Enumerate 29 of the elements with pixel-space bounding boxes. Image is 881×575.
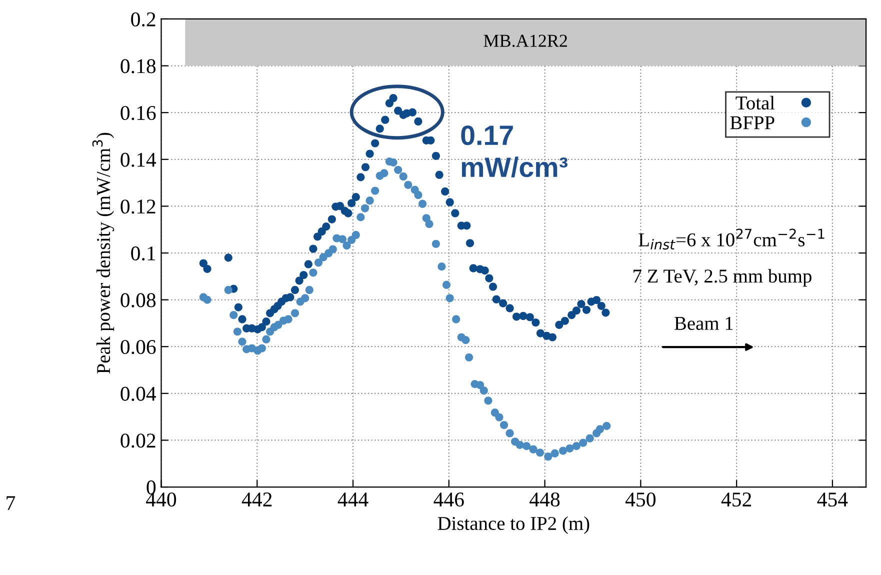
y-tick-label: 0.02 <box>120 434 156 448</box>
annotation: L$_{inst}$=6 x 10$^{27}$cm$^{−2}$s$^{−1}$ <box>638 228 824 250</box>
y-tick-label: 0.06 <box>120 340 156 354</box>
y-tick-label: 0.12 <box>120 200 156 214</box>
text: 7 <box>6 496 16 510</box>
x-tick-label: 452 <box>721 492 752 507</box>
y-axis-title: Peak power density (mW/cm$^{3}$) <box>92 132 114 374</box>
y-tick-label: 0.2 <box>131 12 156 26</box>
x-tick-label: 440 <box>146 492 176 507</box>
y-tick-label: 0.04 <box>120 386 156 401</box>
y-tick-label: 0.1 <box>131 246 156 261</box>
x-axis-title: Distance to IP2 (m) <box>438 516 590 534</box>
y-tick-label: 0.16 <box>120 106 156 120</box>
x-tick-label: 442 <box>242 492 272 506</box>
legend-label: Total <box>736 96 775 110</box>
legend-label: BFPP <box>730 116 774 130</box>
x-tick-label: 454 <box>817 492 848 507</box>
y-tick-label: 0.08 <box>120 293 156 308</box>
y-tick-label: 0 <box>146 480 156 494</box>
annotation: 7 Z TeV, 2.5 mm bump <box>634 268 812 287</box>
x-tick-label: 444 <box>338 492 368 506</box>
band-label: MB.A12R2 <box>484 34 567 47</box>
y-tick-label: 0.14 <box>120 152 156 167</box>
x-tick-label: 448 <box>530 492 560 507</box>
x-tick-label: 450 <box>625 492 656 507</box>
y-tick-label: 0.18 <box>120 59 156 74</box>
annotation: Beam 1 <box>674 316 733 330</box>
annotation: 0.17 mW/cm³ <box>461 125 568 178</box>
x-tick-label: 446 <box>434 492 464 507</box>
